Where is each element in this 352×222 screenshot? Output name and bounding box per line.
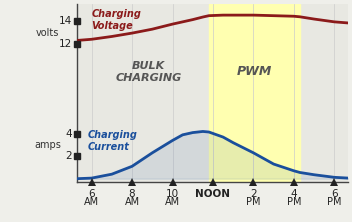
Text: AM: AM (165, 197, 180, 207)
Text: 4: 4 (65, 129, 72, 139)
Text: Charging
Current: Charging Current (88, 130, 137, 152)
Text: PWM: PWM (237, 65, 272, 78)
Text: amps: amps (34, 140, 61, 150)
Text: 12: 12 (59, 39, 72, 49)
Bar (77, 4, 348, 182)
Text: 2: 2 (250, 189, 257, 199)
Text: 10: 10 (166, 189, 179, 199)
Text: BULK
CHARGING: BULK CHARGING (115, 61, 181, 83)
Text: NOON: NOON (195, 189, 231, 199)
Text: 2: 2 (65, 151, 72, 161)
Text: Charging
Voltage: Charging Voltage (92, 9, 142, 31)
Text: AM: AM (84, 197, 99, 207)
Text: 14: 14 (59, 16, 72, 26)
Text: 8: 8 (129, 189, 136, 199)
Text: 4: 4 (290, 189, 297, 199)
Text: 6: 6 (331, 189, 338, 199)
Bar (209, 4, 300, 182)
Text: PM: PM (287, 197, 301, 207)
Text: AM: AM (125, 197, 140, 207)
Text: 6: 6 (88, 189, 95, 199)
Text: PM: PM (327, 197, 341, 207)
Text: volts: volts (36, 28, 59, 38)
Text: PM: PM (246, 197, 261, 207)
